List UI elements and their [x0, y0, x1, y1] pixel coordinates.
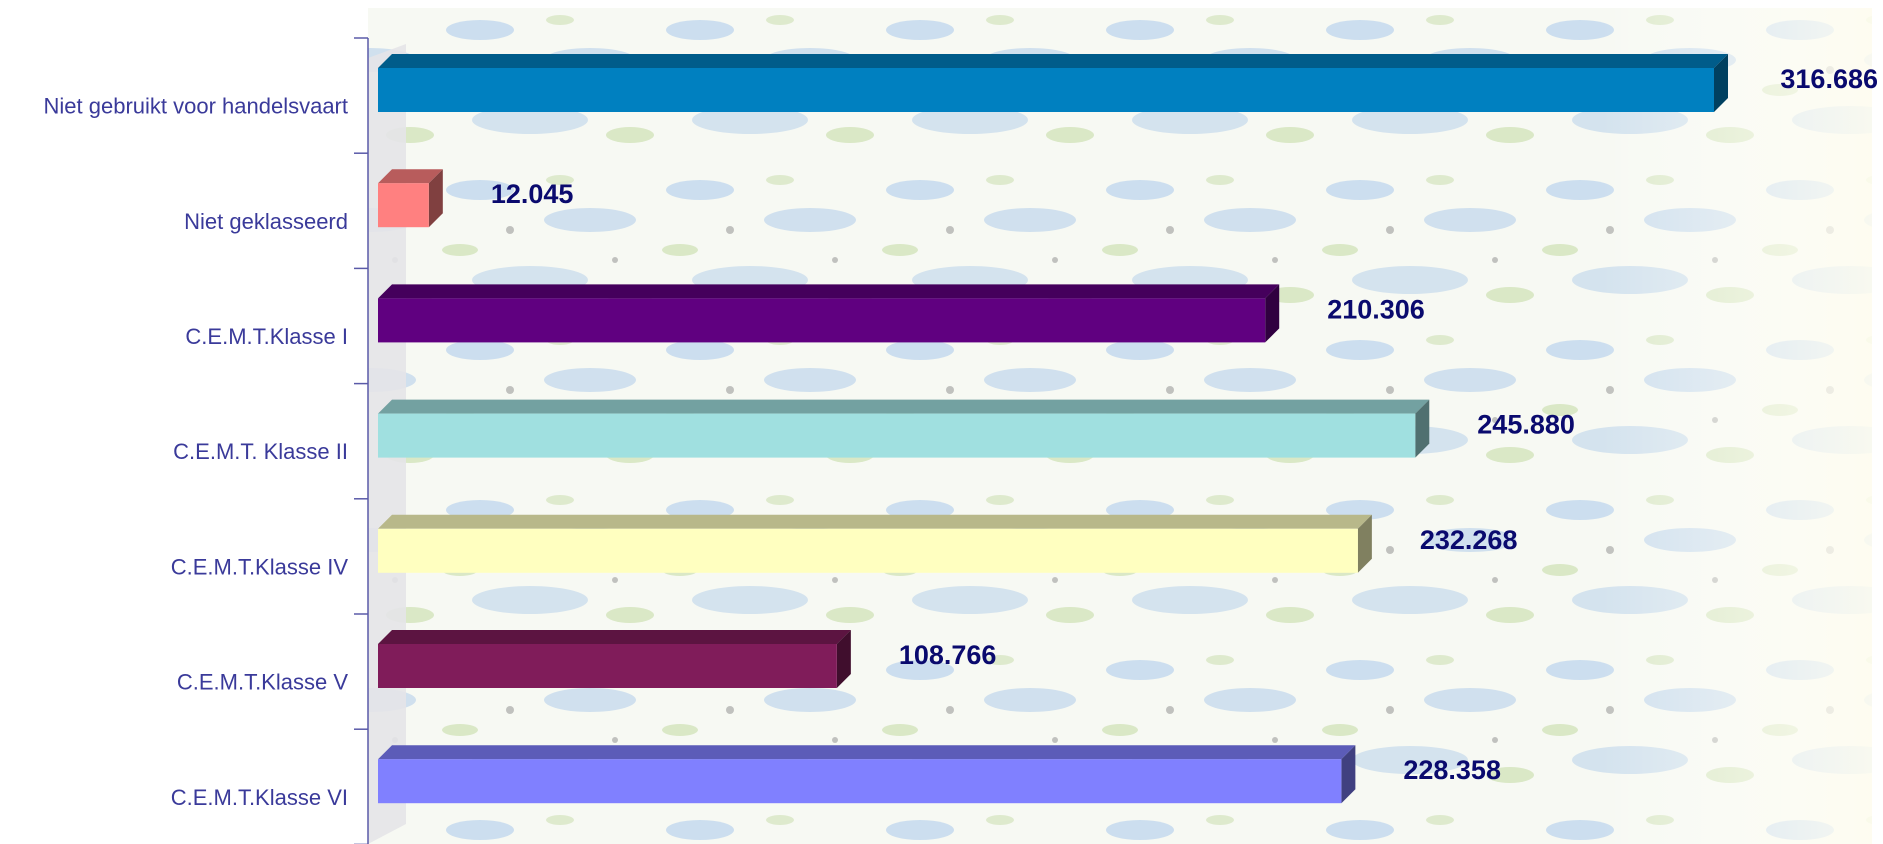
- category-label: C.E.M.T.Klasse V: [177, 670, 348, 695]
- bar-5: [378, 514, 1372, 573]
- category-label: C.E.M.T.Klasse IV: [171, 554, 349, 579]
- bar-top-face: [378, 745, 1356, 760]
- bar-top-face: [378, 284, 1280, 299]
- bar-front-face: [378, 528, 1358, 573]
- bar-7: [378, 745, 1356, 804]
- category-label: C.E.M.T.Klasse I: [185, 324, 348, 349]
- bar-front-face: [378, 644, 837, 688]
- bar-side-face: [428, 169, 443, 228]
- bar-front-face: [378, 68, 1714, 112]
- bar-6: [378, 630, 851, 688]
- value-label: 228.358: [1403, 755, 1501, 785]
- value-label: 12.045: [491, 179, 574, 209]
- bar-side-face: [1357, 514, 1372, 573]
- value-label: 210.306: [1327, 294, 1425, 324]
- value-label: 316.686: [1780, 64, 1878, 94]
- bar-1: [378, 54, 1728, 112]
- bar-front-face: [378, 759, 1342, 804]
- bar-2: [378, 169, 443, 228]
- bar-side-face: [836, 630, 851, 688]
- category-label: C.E.M.T.Klasse VI: [171, 785, 348, 810]
- bar-side-face: [1265, 284, 1280, 343]
- bar-top-face: [378, 630, 851, 644]
- bar-side-face: [1415, 399, 1430, 458]
- bar-4: [378, 399, 1430, 458]
- value-label: 232.268: [1420, 525, 1518, 555]
- bar-side-face: [1714, 54, 1728, 112]
- category-label: Niet geklasseerd: [184, 209, 348, 234]
- value-label: 108.766: [899, 640, 997, 670]
- bar-top-face: [378, 399, 1430, 414]
- bar-side-face: [1341, 745, 1356, 804]
- category-label: Niet gebruikt voor handelsvaart: [44, 94, 349, 119]
- bar-front-face: [378, 183, 429, 228]
- bar-top-face: [378, 169, 443, 184]
- category-label: C.E.M.T. Klasse II: [173, 439, 348, 464]
- bar-front-face: [378, 413, 1416, 458]
- bar-front-face: [378, 298, 1266, 343]
- bar-3: [378, 284, 1280, 343]
- value-label: 245.880: [1477, 410, 1575, 440]
- bar-top-face: [378, 514, 1372, 529]
- bar-top-face: [378, 54, 1728, 68]
